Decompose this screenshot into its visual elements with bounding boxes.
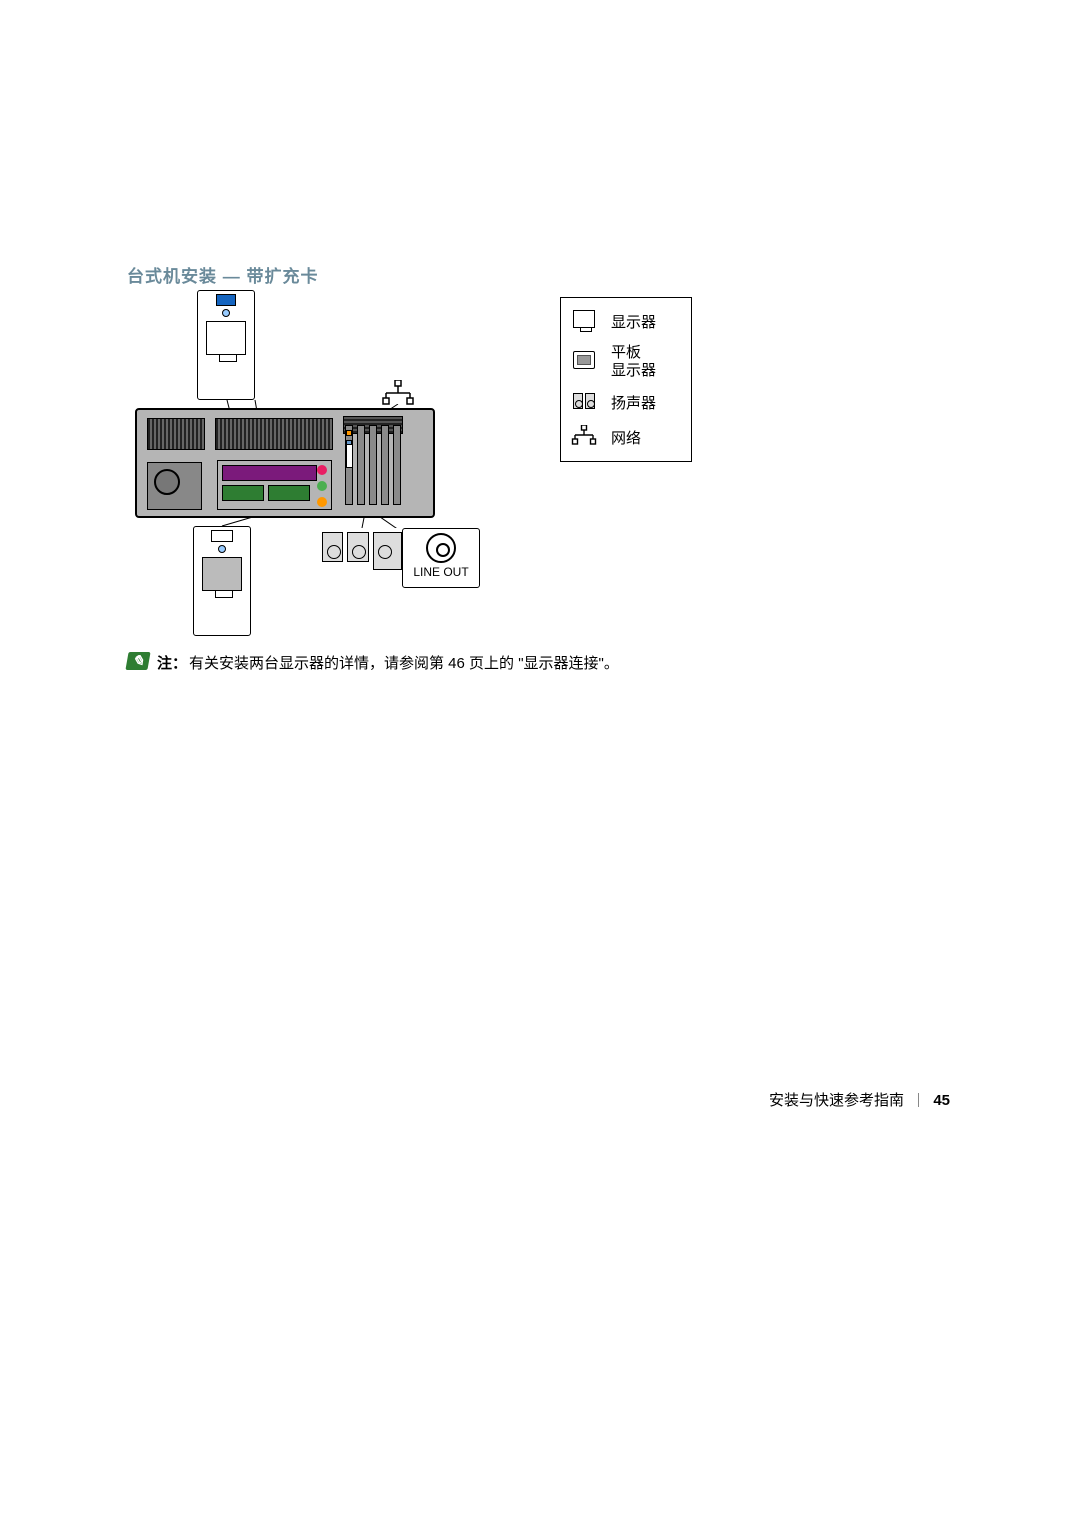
page-number: 45 xyxy=(933,1092,950,1109)
audio-linein-port xyxy=(317,497,327,507)
note: ✎ 注：有关安装两台显示器的详情，请参阅第 46 页上的 "显示器连接"。 xyxy=(127,652,619,673)
vga-connector-icon xyxy=(216,294,236,306)
expansion-slot-blank xyxy=(381,425,389,505)
note-label: 注： xyxy=(157,655,187,672)
expansion-slots xyxy=(345,420,425,510)
page-footer: 安装与快速参考指南 45 xyxy=(0,1089,1080,1110)
monitor-icon xyxy=(573,310,595,328)
legend-label: 网络 xyxy=(611,427,641,448)
network-icon xyxy=(377,376,419,411)
serial-port xyxy=(268,485,310,501)
legend-row-flatpanel: 平板 显示器 xyxy=(569,338,683,386)
speakers-icon xyxy=(322,528,402,570)
note-text: 有关安装两台显示器的详情，请参阅第 46 页上的 "显示器连接"。 xyxy=(189,655,619,672)
footer-separator xyxy=(918,1093,919,1107)
vent-grille xyxy=(215,418,333,450)
dvi-port-on-card xyxy=(346,444,353,468)
flatpanel-icon xyxy=(573,351,595,369)
legend-label: 扬声器 xyxy=(611,392,656,413)
subwoofer-icon xyxy=(373,532,402,570)
expansion-slot-blank xyxy=(357,425,365,505)
legend-label: 平板 显示器 xyxy=(611,344,656,380)
dvi-connector-icon xyxy=(211,530,233,542)
legend-row-monitor: 显示器 xyxy=(569,304,683,338)
legend-row-speaker: 扬声器 xyxy=(569,386,683,419)
computer-back-panel xyxy=(135,408,435,518)
line-out-jack-icon xyxy=(426,533,456,563)
network-icon xyxy=(571,425,597,449)
audio-mic-port xyxy=(317,465,327,475)
monitor-icon xyxy=(206,321,246,355)
callout-dvi-flatpanel xyxy=(193,526,251,636)
expansion-slot-blank xyxy=(393,425,401,505)
cable-icon xyxy=(218,545,226,553)
legend-row-network: 网络 xyxy=(569,419,683,455)
slot-jack xyxy=(346,430,352,436)
callout-vga-monitor xyxy=(197,290,255,400)
vga-port xyxy=(222,485,264,501)
cable-icon xyxy=(222,309,230,317)
note-icon: ✎ xyxy=(125,652,150,670)
speaker-icon xyxy=(322,532,343,562)
callout-line-out: LINE OUT xyxy=(402,528,480,588)
speaker-icon xyxy=(347,532,368,562)
expansion-card-slot xyxy=(345,425,353,505)
expansion-slot-blank xyxy=(369,425,377,505)
line-out-label: LINE OUT xyxy=(403,565,479,579)
vent-grille xyxy=(147,418,205,450)
callout-network xyxy=(377,376,419,404)
parallel-port xyxy=(222,465,317,481)
io-shield xyxy=(217,460,332,510)
legend-box: 显示器 平板 显示器 扬声器 xyxy=(560,297,692,462)
callout-speakers xyxy=(322,528,402,588)
note-text-wrap: 注：有关安装两台显示器的详情，请参阅第 46 页上的 "显示器连接"。 xyxy=(157,652,619,673)
legend-label: 显示器 xyxy=(611,311,656,332)
audio-lineout-port xyxy=(317,481,327,491)
section-heading: 台式机安装 — 带扩充卡 xyxy=(127,262,318,287)
speaker-icon xyxy=(573,393,595,409)
flatpanel-icon xyxy=(202,557,242,591)
power-supply xyxy=(147,462,202,510)
footer-title: 安装与快速参考指南 xyxy=(769,1092,904,1109)
